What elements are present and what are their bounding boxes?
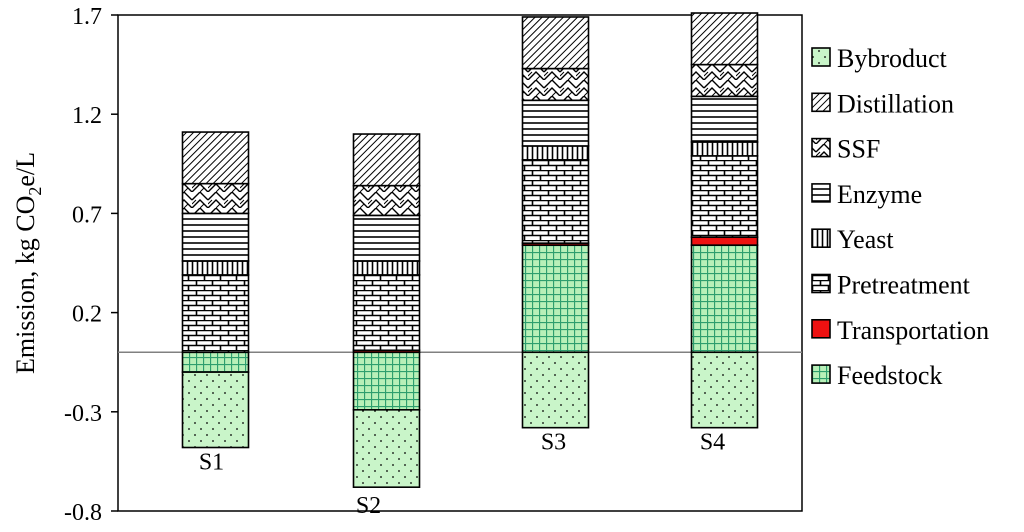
bar-segment-transportation [690,236,759,246]
bar-segment-yeast [521,145,590,161]
legend-label: Transportation [837,316,989,345]
legend-swatch [811,228,831,248]
bar-segment-pretreatment [181,274,250,354]
legend-label: Pretreatment [837,271,971,300]
y-axis-title: Emission, kg CO2e/L [11,152,45,374]
bar-segment-yeast [352,260,421,276]
bar-segment-distillation [521,16,590,70]
bar-segment-yeast [690,141,759,157]
bar-segment-bybroduct [181,371,250,449]
legend-label: SSF [837,135,880,164]
legend-label: Feedstock [837,361,942,390]
y-axis-title-subscript: 2 [25,187,45,196]
y-tick-label: -0.8 [64,500,102,526]
category-label: S1 [199,450,224,476]
bar-segment-feedstock [181,351,250,373]
bar-segment-ssf [521,67,590,102]
legend-swatch [811,183,831,203]
y-axis: 1.7 1.2 0.7 0.2 -0.3 -0.8 [64,4,118,526]
legend-swatch [811,137,831,158]
bar-segment-yeast [181,260,250,276]
legend-swatch [811,47,831,67]
legend-swatch [811,364,831,384]
bar-segment-distillation [690,12,759,66]
legend-swatch [811,318,831,339]
y-axis-title-tail: e/L [11,152,40,187]
y-tick-label: 1.2 [72,103,102,129]
bar-segment-bybroduct [690,351,759,429]
bar-segment-enzyme [352,214,421,262]
bar-segment-pretreatment [352,274,421,352]
category-label: S3 [541,430,566,456]
legend: Bybroduct Distillation SSF Enzyme Yeast Pretr… [811,44,989,390]
y-tick-label: 1.7 [72,4,102,30]
category-label: S2 [356,493,381,519]
bar-segment-enzyme [690,95,759,143]
bars [181,12,759,488]
bar-segment-ssf [181,182,250,215]
legend-swatch [811,92,831,113]
legend-label: Bybroduct [837,44,948,73]
bar-segment-enzyme [521,99,590,147]
y-tick-label: -0.3 [64,401,102,427]
bar-segment-bybroduct [352,409,421,488]
category-label: S4 [700,430,725,456]
y-tick-label: 0.2 [72,302,102,328]
bar-segment-enzyme [181,212,250,262]
bar-segment-ssf [690,63,759,98]
legend-label: Distillation [837,89,954,118]
y-axis-title-main: Emission, kg CO [11,196,40,374]
plot-area-frame [117,14,803,512]
bar-segment-feedstock [352,351,421,411]
bar-segment-ssf [352,184,421,217]
legend-label: Yeast [837,225,894,254]
bar-segment-distillation [352,133,421,187]
y-tick-label: 0.7 [72,202,102,228]
bar-segment-bybroduct [521,351,590,429]
bar-segment-pretreatment [690,155,759,239]
category-labels: S1 S2 S3 S4 [199,430,725,520]
bar-segment-feedstock [690,244,759,354]
legend-label: Enzyme [837,180,922,209]
bar-segment-feedstock [521,244,590,354]
bar-segment-distillation [181,131,250,185]
bar-segment-pretreatment [521,159,590,244]
legend-swatch [811,273,831,294]
